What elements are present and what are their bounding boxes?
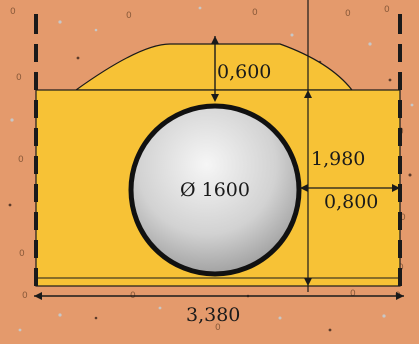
pipe (128, 103, 302, 277)
soil-dots (8, 6, 414, 332)
total-width-label: 3,380 (186, 304, 240, 326)
svg-text:0: 0 (126, 11, 132, 21)
svg-text:0: 0 (345, 9, 351, 19)
svg-text:0: 0 (16, 73, 22, 83)
svg-text:0: 0 (400, 213, 406, 223)
side-clearance-dimension: 0,800 (300, 184, 400, 213)
width-dimension: 3,380 (34, 292, 404, 326)
svg-text:0: 0 (252, 8, 258, 18)
svg-text:0: 0 (384, 5, 390, 15)
svg-text:0: 0 (19, 249, 25, 259)
svg-text:0: 0 (18, 155, 24, 165)
total-height-label: 1,980 (311, 148, 365, 170)
svg-text:0: 0 (215, 323, 221, 333)
height-dimension: 1,980 (304, 90, 365, 286)
svg-text:0: 0 (22, 291, 28, 301)
cover-height-label: 0,600 (217, 61, 271, 83)
side-clearance-label: 0,800 (324, 191, 378, 213)
backfill-mound (74, 43, 354, 91)
svg-text:0: 0 (350, 289, 356, 299)
cover-dimension: 0,600 (211, 36, 308, 102)
pipe-diameter-label: Ø 1600 (180, 179, 250, 201)
svg-text:0: 0 (10, 7, 16, 17)
